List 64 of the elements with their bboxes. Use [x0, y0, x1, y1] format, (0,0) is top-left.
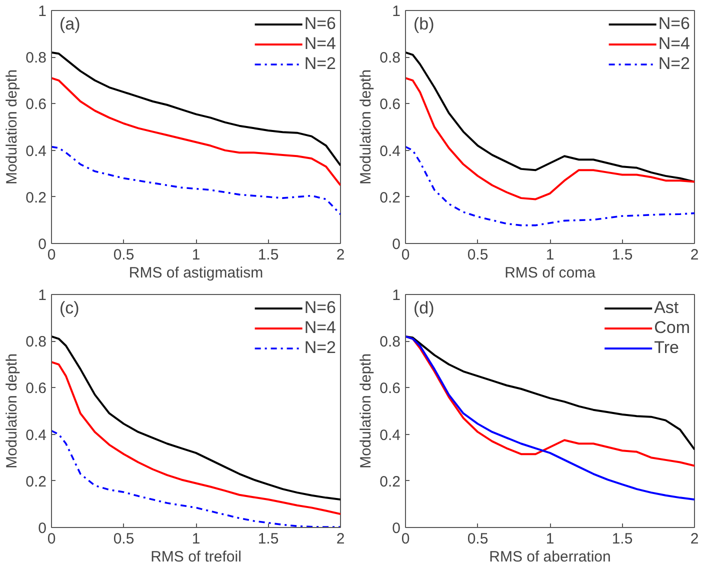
- x-tick-label: 0.5: [113, 246, 134, 264]
- y-tick-label: 0.6: [26, 380, 47, 398]
- x-tick-label: 0.5: [467, 246, 488, 264]
- y-tick-label: 0.2: [26, 473, 47, 490]
- annotation: (a): [60, 14, 80, 34]
- x-tick-label: 2: [336, 530, 345, 548]
- annotation: (b): [414, 14, 434, 34]
- legend-label: N=2: [658, 54, 690, 74]
- y-tick-label: 0: [392, 520, 400, 537]
- y-tick-label: 0.6: [380, 96, 401, 114]
- x-tick-label: 0.5: [467, 530, 488, 548]
- x-tick-label: 1: [546, 530, 554, 548]
- legend-label: Ast: [654, 298, 679, 318]
- x-axis-title: RMS of aberration: [489, 548, 611, 566]
- annotation: (c): [60, 298, 80, 318]
- y-axis-title: Modulation depth: [358, 353, 375, 469]
- y-axis-title: Modulation depth: [4, 69, 21, 185]
- annotation: (d): [414, 298, 434, 318]
- y-tick-label: 0.6: [26, 96, 47, 114]
- y-tick-label: 0.4: [380, 142, 401, 160]
- legend-label: N=2: [304, 54, 336, 74]
- y-axis-title: Modulation depth: [358, 69, 375, 185]
- legend-label: N=6: [658, 14, 690, 34]
- x-tick-label: 1.5: [258, 246, 279, 264]
- y-tick-label: 0: [392, 236, 400, 253]
- y-tick-label: 0.2: [26, 189, 47, 206]
- y-tick-label: 0.8: [380, 50, 401, 67]
- x-tick-label: 2: [690, 246, 699, 264]
- legend-label: N=6: [304, 14, 336, 34]
- legend-label: N=4: [304, 318, 336, 338]
- y-tick-label: 0.4: [26, 426, 47, 444]
- legend-label: Tre: [654, 338, 679, 358]
- x-axis-title: RMS of astigmatism: [128, 264, 264, 282]
- y-tick-label: 0.2: [380, 189, 401, 206]
- x-tick-label: 1: [192, 530, 200, 548]
- y-tick-label: 0.8: [380, 334, 401, 351]
- y-tick-label: 1: [392, 3, 400, 20]
- legend-label: N=2: [304, 338, 336, 358]
- y-axis-title: Modulation depth: [4, 353, 21, 469]
- y-tick-label: 0.4: [380, 426, 401, 444]
- x-axis-title: RMS of trefoil: [150, 548, 242, 566]
- y-tick-label: 0.6: [380, 380, 401, 398]
- x-tick-label: 1: [546, 246, 554, 264]
- y-tick-label: 0.8: [26, 334, 47, 351]
- x-tick-label: 1.5: [612, 530, 633, 548]
- y-tick-label: 0: [38, 520, 46, 537]
- x-tick-label: 2: [336, 246, 345, 264]
- x-tick-label: 1.5: [258, 530, 279, 548]
- x-tick-label: 0.5: [113, 530, 134, 548]
- x-axis-title: RMS of coma: [504, 264, 596, 282]
- x-tick-label: 1.5: [612, 246, 633, 264]
- y-tick-label: 0.4: [26, 142, 47, 160]
- y-tick-label: 0.2: [380, 473, 401, 490]
- x-tick-label: 2: [690, 530, 699, 548]
- x-tick-label: 1: [192, 246, 200, 264]
- y-tick-label: 1: [38, 3, 46, 20]
- y-tick-label: 1: [392, 287, 400, 304]
- y-tick-label: 0.8: [26, 50, 47, 67]
- y-tick-label: 1: [38, 287, 46, 304]
- y-tick-label: 0: [38, 236, 46, 253]
- legend-label: N=4: [658, 34, 690, 54]
- legend-label: Com: [654, 318, 690, 338]
- legend-label: N=4: [304, 34, 336, 54]
- legend-label: N=6: [304, 298, 336, 318]
